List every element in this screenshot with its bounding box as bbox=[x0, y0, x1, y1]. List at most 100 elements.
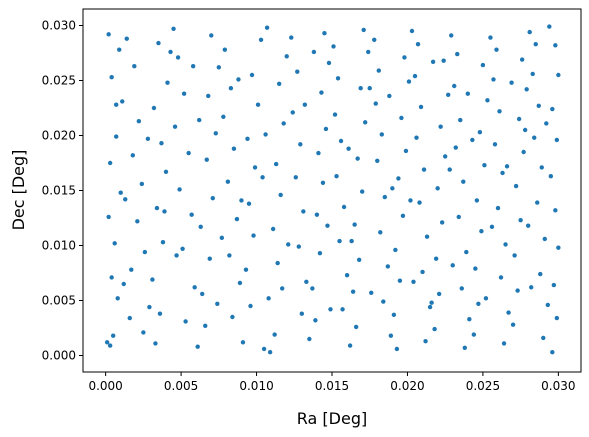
data-point bbox=[223, 48, 227, 52]
data-point bbox=[274, 162, 278, 166]
data-point bbox=[452, 84, 456, 88]
data-point bbox=[168, 50, 172, 54]
y-tick-label: 0.020 bbox=[42, 129, 76, 143]
data-point bbox=[109, 75, 113, 79]
data-point bbox=[473, 266, 477, 270]
data-point bbox=[512, 253, 516, 257]
data-point bbox=[289, 35, 293, 39]
data-point bbox=[275, 261, 279, 265]
data-point bbox=[336, 76, 340, 80]
data-point bbox=[295, 70, 299, 74]
data-point bbox=[451, 263, 455, 267]
data-point bbox=[523, 128, 527, 132]
data-point bbox=[494, 48, 498, 52]
data-point bbox=[152, 106, 156, 110]
data-point bbox=[345, 273, 349, 277]
data-point bbox=[298, 142, 302, 146]
data-point bbox=[319, 90, 323, 94]
data-point bbox=[441, 59, 445, 63]
data-point bbox=[239, 198, 243, 202]
data-point bbox=[208, 257, 212, 261]
data-point bbox=[339, 139, 343, 143]
data-point bbox=[119, 191, 123, 195]
data-point bbox=[300, 312, 304, 316]
data-point bbox=[431, 60, 435, 64]
data-point bbox=[310, 286, 314, 290]
data-point bbox=[556, 73, 560, 77]
data-point bbox=[420, 270, 424, 274]
data-point bbox=[129, 268, 133, 272]
data-point bbox=[429, 301, 433, 305]
y-tick-label: 0.030 bbox=[42, 19, 76, 33]
data-point bbox=[529, 285, 533, 289]
data-point bbox=[128, 316, 132, 320]
data-point bbox=[176, 55, 180, 59]
data-point bbox=[226, 180, 230, 184]
data-point bbox=[538, 272, 542, 276]
data-point bbox=[266, 296, 270, 300]
data-point bbox=[467, 317, 471, 321]
data-point bbox=[392, 313, 396, 317]
data-point bbox=[428, 305, 432, 309]
data-point bbox=[195, 345, 199, 349]
data-point bbox=[466, 92, 470, 96]
data-point bbox=[540, 165, 544, 169]
data-point bbox=[122, 282, 126, 286]
data-point bbox=[518, 218, 522, 222]
data-point bbox=[408, 198, 412, 202]
data-point bbox=[502, 341, 506, 345]
data-point bbox=[131, 153, 135, 157]
data-point bbox=[268, 350, 272, 354]
data-point bbox=[291, 110, 295, 114]
data-point bbox=[493, 142, 497, 146]
data-point bbox=[313, 318, 317, 322]
data-point bbox=[531, 72, 535, 76]
data-point bbox=[380, 132, 384, 136]
data-point bbox=[337, 239, 341, 243]
data-point bbox=[232, 147, 236, 151]
data-point bbox=[114, 103, 118, 107]
data-point bbox=[440, 220, 444, 224]
data-point bbox=[209, 33, 213, 37]
data-point bbox=[524, 87, 528, 91]
data-point bbox=[368, 86, 372, 90]
data-point bbox=[318, 251, 322, 255]
data-point bbox=[116, 296, 120, 300]
data-point bbox=[114, 134, 118, 138]
data-point bbox=[197, 118, 201, 122]
data-point bbox=[448, 167, 452, 171]
data-point bbox=[165, 81, 169, 85]
data-point bbox=[333, 112, 337, 116]
data-point bbox=[117, 48, 121, 52]
data-point bbox=[206, 94, 210, 98]
data-point bbox=[490, 225, 494, 229]
data-point bbox=[108, 343, 112, 347]
data-point bbox=[366, 50, 370, 54]
data-point bbox=[496, 206, 500, 210]
x-tick-label: 0.000 bbox=[88, 379, 122, 393]
data-point bbox=[458, 118, 462, 122]
data-point bbox=[215, 302, 219, 306]
data-point bbox=[443, 154, 447, 158]
data-point bbox=[328, 307, 332, 311]
data-point bbox=[395, 347, 399, 351]
data-point bbox=[189, 213, 193, 217]
data-point bbox=[434, 257, 438, 261]
data-point bbox=[377, 68, 381, 72]
data-point bbox=[435, 186, 439, 190]
data-point bbox=[389, 334, 393, 338]
data-point bbox=[125, 37, 129, 41]
data-point bbox=[325, 224, 329, 228]
data-point bbox=[106, 215, 110, 219]
data-point bbox=[482, 163, 486, 167]
data-point bbox=[304, 280, 308, 284]
data-point bbox=[282, 121, 286, 125]
data-point bbox=[263, 132, 267, 136]
data-point bbox=[211, 196, 215, 200]
data-point bbox=[414, 136, 418, 140]
data-point bbox=[262, 347, 266, 351]
y-tick-label: 0.010 bbox=[42, 239, 76, 253]
data-point bbox=[422, 167, 426, 171]
data-point bbox=[543, 237, 547, 241]
